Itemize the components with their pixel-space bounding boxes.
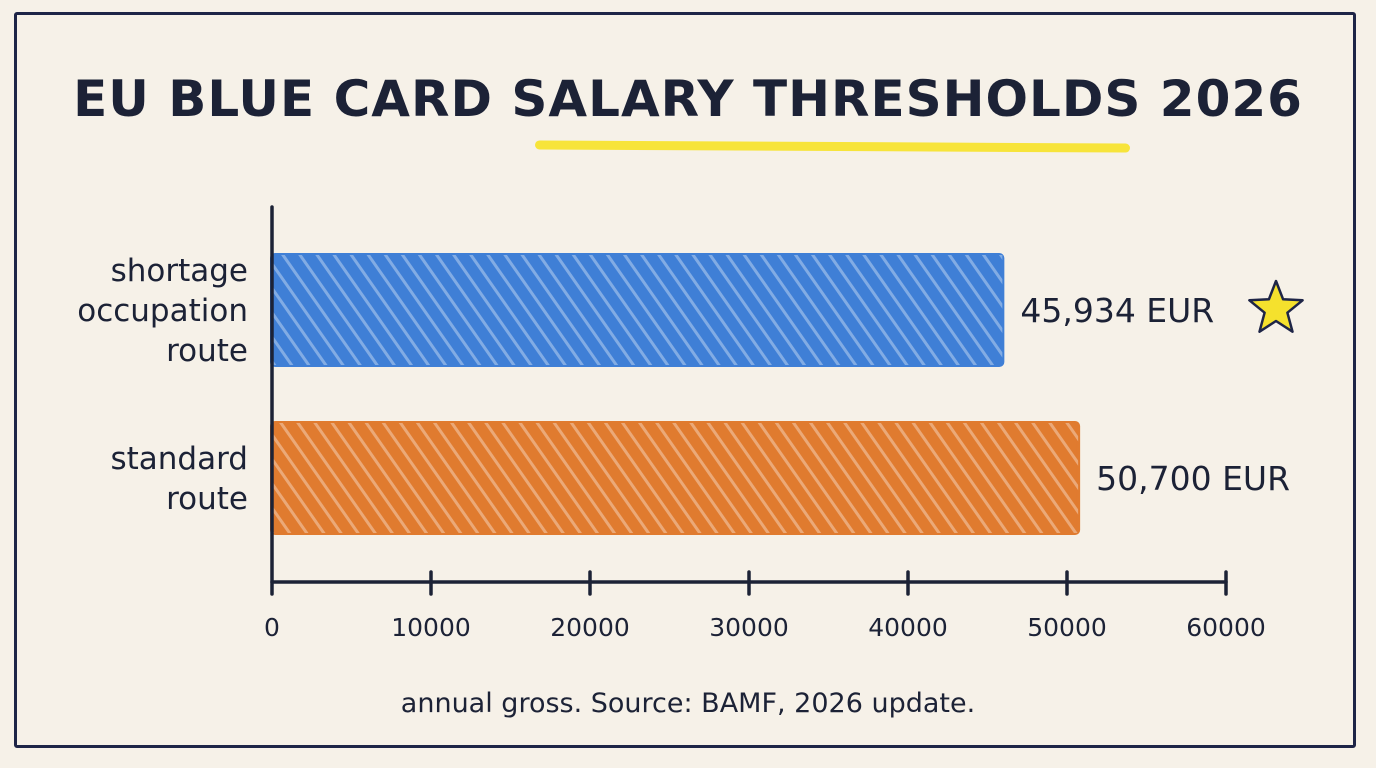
category-label: standard	[110, 441, 248, 477]
x-tick-label: 0	[264, 613, 280, 642]
chart-footnote: annual gross. Source: BAMF, 2026 update.	[400, 688, 976, 719]
bar-texture	[272, 423, 1079, 533]
x-tick-label: 20000	[550, 613, 630, 642]
x-tick-label: 40000	[868, 613, 948, 642]
chart-frame	[14, 12, 1356, 748]
chart-title: EU BLUE CARD SALARY THRESHOLDS 2026	[73, 70, 1303, 128]
bar-texture	[272, 255, 1003, 365]
category-label: route	[166, 481, 248, 517]
x-tick-label: 10000	[391, 613, 471, 642]
value-label: 45,934 EUR	[1020, 291, 1214, 330]
value-label: 50,700 EUR	[1096, 459, 1290, 498]
category-label: occupation	[77, 293, 248, 329]
category-label: shortage	[111, 253, 248, 289]
x-tick-label: 30000	[709, 613, 789, 642]
x-tick-label: 60000	[1186, 613, 1266, 642]
category-label: route	[166, 333, 248, 369]
star-icon	[1248, 279, 1304, 333]
x-tick-label: 50000	[1027, 613, 1107, 642]
